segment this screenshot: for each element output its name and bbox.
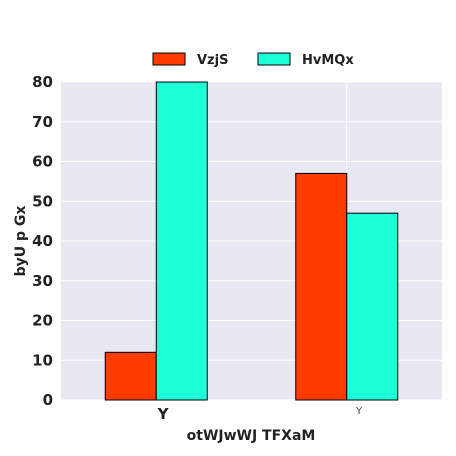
- x-tick-label: Y: [157, 405, 170, 423]
- legend-swatch-HvMQx: [257, 52, 291, 66]
- bar-HvMQx-0: [155, 81, 208, 401]
- y-tick-label: 10: [32, 351, 53, 369]
- y-tick-label: 80: [32, 73, 53, 91]
- bars: [104, 81, 399, 401]
- y-tick-label: 70: [32, 113, 53, 131]
- y-tick-label: 0: [43, 391, 53, 409]
- bar-VzjS-0: [104, 351, 157, 401]
- y-tick-label: 50: [32, 192, 53, 210]
- y-axis-label: byU p Gx: [13, 206, 29, 277]
- y-axis-ticks: 0 10 20 30 40 50 60 70 80: [32, 73, 53, 409]
- bar-VzjS-1: [295, 172, 348, 401]
- x-tick-label: Y: [355, 406, 363, 417]
- y-tick-label: 60: [32, 153, 53, 171]
- legend-swatch-VzjS: [152, 52, 186, 66]
- bar-HvMQx-1: [346, 212, 399, 401]
- y-tick-label: 20: [32, 312, 53, 330]
- y-tick-label: 40: [32, 232, 53, 250]
- legend: VzjS HvMQx: [152, 52, 354, 68]
- y-tick-label: 30: [32, 272, 53, 290]
- x-axis-label: otWJwWJ TFXaM: [187, 428, 316, 444]
- legend-label-HvMQx: HvMQx: [302, 53, 354, 68]
- legend-label-VzjS: VzjS: [197, 53, 228, 68]
